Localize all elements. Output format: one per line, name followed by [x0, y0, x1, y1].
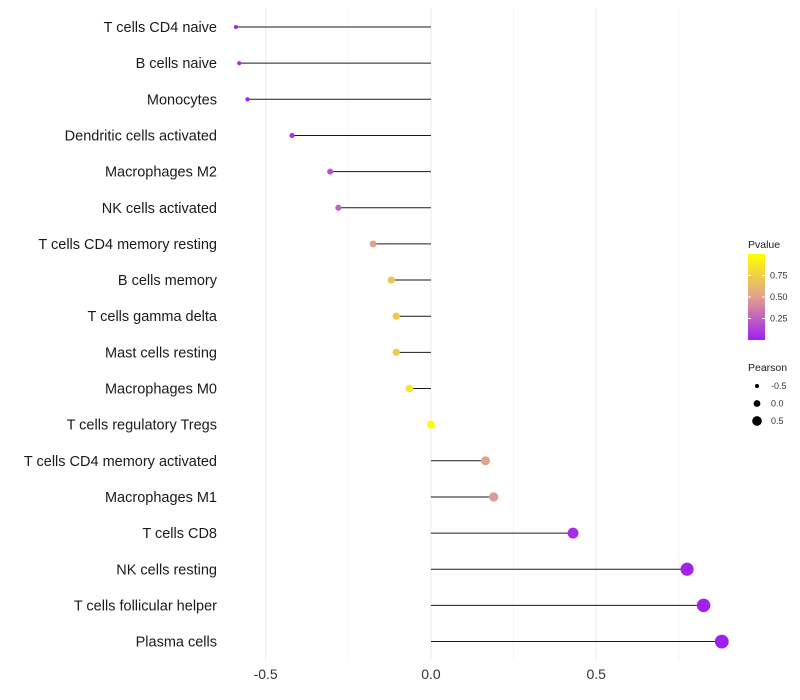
colorbar-tick-label: 0.75: [770, 271, 788, 281]
category-label: T cells regulatory Tregs: [67, 418, 217, 434]
size-legend-label: 0.5: [771, 416, 784, 426]
data-point: [369, 240, 377, 248]
category-label: NK cells resting: [116, 562, 217, 578]
data-point: [245, 97, 250, 102]
data-point: [237, 61, 242, 66]
category-label: B cells naive: [136, 56, 217, 72]
category-label: Monocytes: [147, 92, 217, 108]
category-label: Macrophages M2: [105, 165, 217, 181]
data-point: [405, 384, 414, 393]
data-point: [335, 204, 342, 211]
size-legend-key: [752, 416, 762, 426]
pearson-legend: Pearson -0.5 0.0 0.5: [748, 362, 787, 426]
category-label: T cells CD4 memory activated: [24, 454, 217, 470]
category-label: Macrophages M0: [105, 382, 217, 398]
category-label: T cells gamma delta: [88, 309, 218, 325]
pearson-legend-title: Pearson: [748, 362, 787, 374]
x-tick-label: -0.5: [254, 666, 278, 682]
pvalue-legend: Pvalue 0.25 0.50 0.75: [748, 239, 788, 340]
pvalue-colorbar: [748, 254, 765, 340]
data-point: [489, 492, 499, 502]
data-point: [387, 276, 395, 284]
colorbar-tick-label: 0.25: [770, 314, 788, 324]
category-label: T cells CD8: [142, 526, 217, 542]
data-point: [233, 24, 238, 30]
data-point: [696, 598, 711, 613]
stem-layer: [235, 26, 722, 643]
category-label: Dendritic cells activated: [65, 128, 217, 144]
category-labels: T cells CD4 naive B cells naive Monocytes D…: [24, 20, 218, 651]
data-point: [480, 456, 491, 466]
category-label: B cells memory: [118, 273, 218, 289]
category-label: Mast cells resting: [105, 345, 217, 361]
data-point: [680, 562, 694, 576]
size-legend-label: 0.0: [771, 399, 784, 409]
x-axis-ticks: -0.5 0.0 0.5: [254, 666, 607, 682]
category-label: T cells follicular helper: [74, 598, 217, 614]
data-point: [567, 527, 579, 539]
data-point: [714, 634, 729, 649]
size-legend-key: [755, 384, 759, 388]
category-label: T cells CD4 memory resting: [38, 237, 217, 253]
data-point: [392, 312, 400, 320]
data-point: [392, 348, 400, 356]
x-tick-label: 0.0: [421, 666, 441, 682]
size-legend-key: [753, 400, 761, 407]
category-label: Macrophages M1: [105, 490, 217, 506]
category-label: T cells CD4 naive: [104, 20, 217, 36]
x-tick-label: 0.5: [586, 666, 606, 682]
category-label: NK cells activated: [102, 201, 217, 217]
size-legend-label: -0.5: [771, 381, 787, 391]
point-layer: [233, 24, 729, 649]
data-point: [327, 168, 334, 175]
colorbar-tick-label: 0.50: [770, 292, 788, 302]
category-label: Plasma cells: [136, 635, 217, 651]
grid-layer: [265, 8, 680, 660]
data-point: [289, 132, 295, 139]
pvalue-legend-title: Pvalue: [748, 239, 780, 251]
data-point: [426, 420, 435, 429]
